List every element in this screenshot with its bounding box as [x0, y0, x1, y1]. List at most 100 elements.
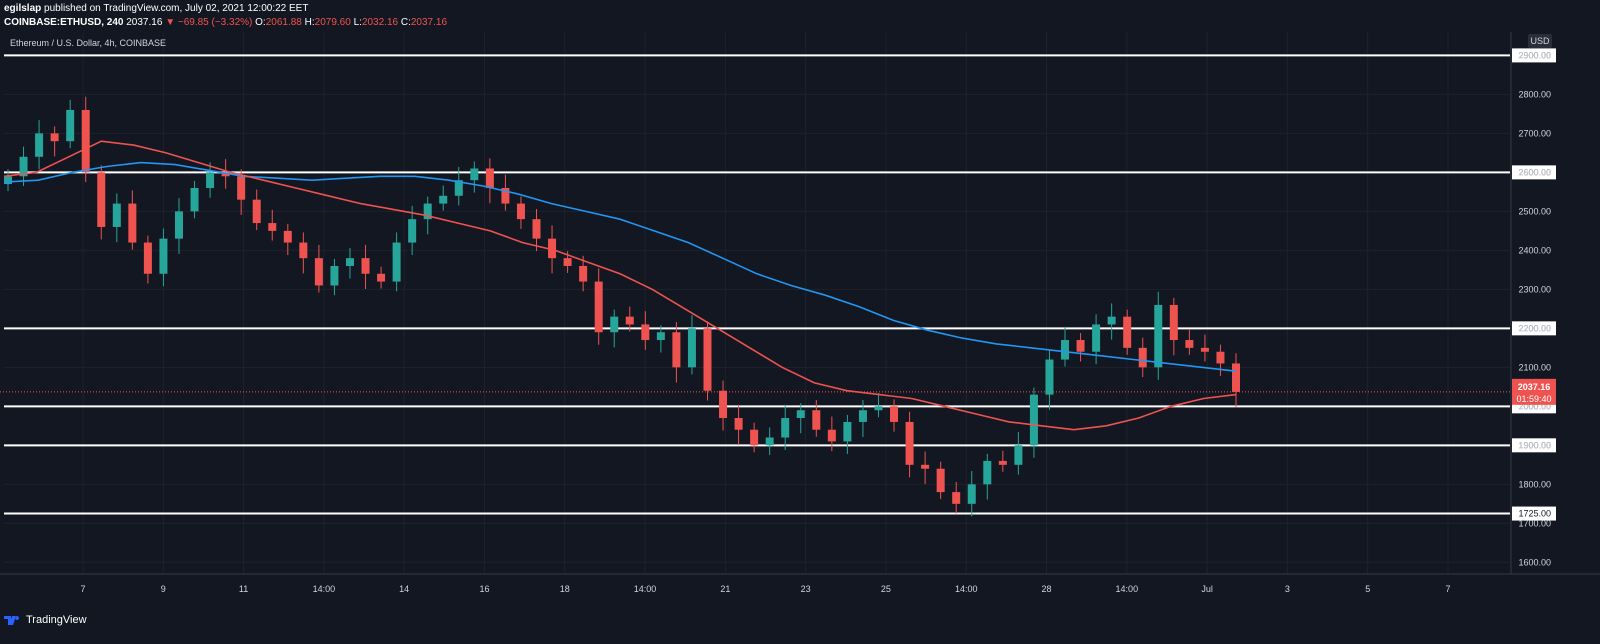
candle-body	[377, 273, 386, 282]
symbol-label: COINBASE:ETHUSD, 240	[4, 17, 124, 28]
close-value: 2037.16	[410, 17, 448, 28]
candle-body	[1014, 445, 1023, 465]
time-axis[interactable]: 7 9 11 14:00 14 16 18 14:00 21 23 25 14:00 28 14:00 Ju…	[80, 584, 1450, 594]
candle-body	[703, 328, 712, 391]
candle-body	[579, 265, 588, 282]
price-tick-label: 2700.00	[1518, 128, 1551, 138]
candle-body	[796, 410, 805, 419]
close-label: C:	[400, 17, 411, 28]
candle-body	[734, 418, 743, 430]
candle-body	[1076, 340, 1085, 352]
price-tick-label: 2900.00	[1518, 50, 1551, 60]
price-tag-countdown: 01:59:40	[1516, 394, 1551, 404]
time-tick-label: 14:00	[634, 584, 657, 594]
candle-body	[485, 168, 494, 188]
open-value: 2061.88	[265, 17, 302, 28]
level-label-box	[1512, 48, 1556, 63]
candle-body	[1107, 316, 1116, 325]
time-tick-label: 7	[80, 584, 85, 594]
high-label: H:	[304, 17, 315, 28]
candle-body	[237, 176, 246, 200]
candle-body	[66, 109, 75, 142]
candle-body	[206, 172, 215, 188]
tradingview-logo[interactable]: TradingView	[4, 614, 87, 626]
candle-body	[1092, 324, 1101, 352]
candles[interactable]	[4, 96, 1240, 517]
price-tick-label: 1800.00	[1518, 479, 1551, 489]
low-value: 2032.16	[361, 17, 399, 28]
candle-body	[532, 219, 541, 239]
candle-body	[1123, 316, 1132, 348]
candle-body	[35, 133, 44, 157]
candle-body	[1029, 394, 1038, 446]
candle-body	[563, 258, 572, 266]
price-tick-label: 1700.00	[1518, 518, 1551, 528]
chart-header: egilslap published on TradingView.com, J…	[0, 0, 1600, 32]
price-tag: 2037.16 01:59:40	[1512, 378, 1556, 405]
time-tick-label: 21	[720, 584, 730, 594]
candle-body	[314, 258, 323, 286]
candle-body	[843, 421, 852, 442]
candle-body	[4, 176, 12, 185]
level-label: 2200.00	[1518, 323, 1551, 333]
candle-body	[750, 429, 759, 446]
candle-body	[656, 332, 665, 341]
price-tick-label: 2600.00	[1518, 167, 1551, 177]
time-tick-label: 28	[1042, 584, 1052, 594]
candle-body	[190, 187, 199, 212]
brand-text: TradingView	[26, 614, 87, 626]
price-change: ▼ −69.85 (−3.32%)	[165, 17, 253, 28]
candle-body	[516, 203, 525, 220]
candle-body	[299, 242, 308, 259]
candle-body	[1232, 363, 1240, 392]
currency-box[interactable]: USD	[1528, 34, 1552, 48]
support-resistance-lines[interactable]: 2900.00 2600.00 2200.00 2000.00 1900.00 1725.…	[4, 48, 1556, 521]
time-tick-label: 11	[239, 584, 248, 594]
high-value: 2079.60	[314, 17, 351, 28]
candle-body	[221, 172, 230, 177]
chart-title: Ethereum / U.S. Dollar, 4h, COINBASE	[10, 38, 166, 48]
price-tick-label: 2000.00	[1518, 401, 1551, 411]
time-tick-label: 5	[1365, 584, 1370, 594]
candle-body	[128, 203, 137, 243]
candle-body	[812, 410, 821, 430]
level-label: 2900.00	[1518, 50, 1551, 60]
candle-body	[423, 203, 432, 220]
candle-body	[858, 410, 867, 422]
candle-body	[97, 172, 106, 227]
candle-body	[952, 492, 961, 504]
candle-body	[159, 238, 168, 274]
candle-body	[143, 242, 152, 274]
currency-label: USD	[1530, 36, 1550, 46]
candle-body	[781, 418, 790, 438]
candle-body	[1169, 304, 1178, 341]
time-tick-label: 18	[560, 584, 570, 594]
candle-body	[936, 468, 945, 493]
candle-body	[765, 437, 774, 446]
publish-info: egilslap published on TradingView.com, J…	[4, 2, 308, 16]
price-tick-label: 2800.00	[1518, 89, 1551, 99]
price-tick-label: 1900.00	[1518, 440, 1551, 450]
candle-body	[905, 421, 914, 465]
candle-body	[827, 429, 836, 442]
time-tick-label: 23	[801, 584, 811, 594]
candle-body	[81, 109, 90, 173]
price-chart[interactable]: 2900.00 2600.00 2200.00 2000.00 1900.00 1725.…	[0, 32, 1600, 608]
candle-body	[921, 464, 930, 469]
candle-body	[283, 230, 292, 243]
candle-body	[890, 406, 899, 422]
candle-body	[983, 460, 992, 485]
footer: TradingView	[0, 608, 1600, 644]
time-tick-label: 7	[1445, 584, 1450, 594]
candle-body	[439, 195, 448, 204]
price-tick-label: 2100.00	[1518, 362, 1551, 372]
grid	[4, 32, 1510, 574]
author-name[interactable]: egilslap	[4, 3, 42, 14]
candle-body	[252, 199, 261, 224]
publish-text: published on TradingView.com, July 02, 2…	[44, 3, 309, 14]
candle-body	[174, 211, 183, 239]
level-label: 1725.00	[1518, 509, 1551, 519]
candle-body	[672, 332, 681, 368]
candle-body	[408, 219, 417, 243]
price-axis[interactable]: 1600.00 1700.00 1800.00 1900.00 2000.00 2100.…	[1518, 50, 1551, 567]
